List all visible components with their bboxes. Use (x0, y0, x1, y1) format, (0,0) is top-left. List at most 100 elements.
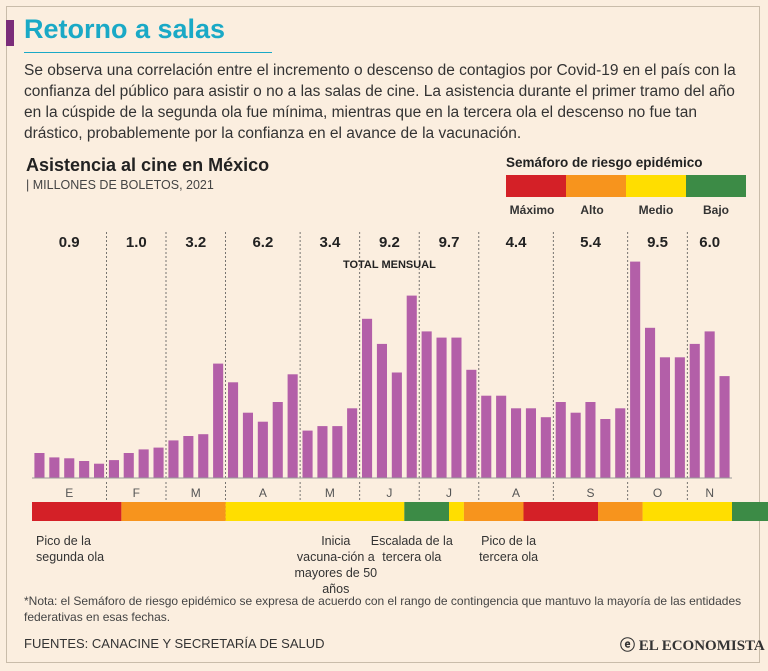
annotation-label: Inicia vacuna-ción a mayores de 50 años (294, 534, 377, 596)
month-axis-label: E (65, 486, 73, 500)
weekly-bar (376, 343, 387, 478)
weekly-bar (317, 426, 328, 478)
weekly-bar (362, 318, 373, 478)
chart-title: Asistencia al cine en México (26, 155, 270, 175)
weekly-bar (302, 430, 313, 478)
weekly-bar (659, 357, 670, 478)
sources-line: FUENTES: CANACINE Y SECRETARÍA DE SALUD (24, 636, 325, 651)
legend-swatch-alto (566, 175, 626, 197)
month-axis-label: N (705, 486, 714, 500)
weekly-bar (49, 457, 60, 478)
annotation-line: Pico de la (36, 534, 91, 548)
weekly-bar (570, 412, 581, 478)
month-total-label: 6.0 (699, 234, 720, 251)
annotation-line: Inicia (321, 534, 350, 548)
legend-swatch-bajo (686, 175, 746, 197)
month-axis-label: S (586, 486, 594, 500)
annotation-line: tercera ola (382, 550, 441, 564)
title-underline (24, 52, 272, 53)
weekly-bar (198, 434, 209, 478)
month-axis-label: J (446, 486, 452, 500)
risk-strip-segment (225, 502, 405, 521)
month-total-label: 9.2 (379, 234, 400, 251)
weekly-bar (496, 395, 507, 478)
weekly-bar (108, 460, 119, 478)
weekly-bar (406, 295, 417, 478)
risk-strip-segment (732, 502, 768, 521)
weekly-bar (481, 395, 492, 478)
risk-strip-segment (121, 502, 226, 521)
annotation-line: tercera ola (479, 550, 538, 564)
annotation-label: Pico de la tercera ola (479, 534, 538, 564)
month-axis-label: J (386, 486, 392, 500)
weekly-bar (287, 374, 298, 478)
weekly-bar (272, 402, 283, 478)
legend-swatch-medio (626, 175, 686, 197)
weekly-bar (689, 343, 700, 478)
month-total-label: 6.2 (252, 234, 273, 251)
weekly-bar (645, 327, 656, 478)
weekly-bar (228, 382, 239, 478)
month-total-label: 9.5 (647, 234, 668, 251)
weekly-bar (540, 417, 551, 478)
weekly-bar (79, 461, 90, 478)
infographic-frame (6, 6, 760, 663)
brand-name: EL ECONOMISTA (638, 638, 765, 654)
weekly-bar (123, 453, 134, 478)
annotation-label: Escalada de la tercera ola (371, 534, 453, 564)
weekly-bar (213, 363, 224, 478)
weekly-bar (600, 419, 611, 478)
weekly-bar (615, 408, 626, 478)
brand-mark-icon: ⓔ (620, 638, 636, 654)
brand-logo: ⓔ EL ECONOMISTA (620, 634, 765, 655)
weekly-bar (719, 376, 730, 478)
legend-label-maximo: Máximo (509, 203, 555, 217)
risk-strip-segment (642, 502, 732, 521)
legend-color-bar (506, 175, 746, 197)
weekly-bar (391, 372, 402, 478)
weekly-bar (704, 331, 715, 478)
weekly-bar (257, 421, 268, 478)
month-total-label: 3.2 (185, 234, 206, 251)
annotation-label: Pico de la segunda ola (36, 534, 104, 564)
weekly-bar (525, 408, 536, 478)
title-accent-bar (6, 20, 14, 46)
page-title: Retorno a salas (24, 14, 226, 44)
risk-strip-segment (32, 502, 122, 521)
annotation-line: Pico de la (481, 534, 536, 548)
risk-strip-segment (463, 502, 524, 521)
risk-strip-segment (404, 502, 449, 521)
month-axis-label: F (133, 486, 140, 500)
risk-strip-segment (523, 502, 598, 521)
chart-subtitle: | MILLONES DE BOLETOS, 2021 (26, 178, 214, 192)
weekly-bar (94, 463, 105, 478)
weekly-bar (451, 337, 462, 478)
weekly-bar (64, 458, 75, 478)
weekly-bar (168, 440, 179, 478)
annotation-line: Escalada de la (371, 534, 453, 548)
weekly-bar (511, 408, 522, 478)
chart-subtitle-text: MILLONES DE BOLETOS, 2021 (32, 178, 214, 192)
month-axis-label: O (653, 486, 662, 500)
legend-label-alto: Alto (580, 203, 604, 217)
weekly-bar (332, 426, 343, 478)
legend-label-bajo: Bajo (702, 203, 729, 217)
weekly-bar (555, 402, 566, 478)
weekly-bar (34, 453, 45, 478)
risk-strip-segment (598, 502, 643, 521)
risk-strip-segment (449, 502, 464, 521)
legend-swatch-maximo (506, 175, 566, 197)
weekly-bar (242, 412, 253, 478)
month-total-label: 4.4 (506, 234, 528, 251)
weekly-bar (153, 447, 164, 478)
month-total-label: 9.7 (439, 234, 460, 251)
legend-title: Semáforo de riesgo epidémico (506, 155, 703, 170)
month-total-label: 1.0 (126, 234, 147, 251)
month-axis-label: M (191, 486, 201, 500)
weekly-bar (466, 369, 477, 478)
annotation-line: vacuna-ción a (297, 550, 375, 564)
month-axis-label: M (325, 486, 335, 500)
weekly-bar (138, 449, 149, 478)
month-total-label: 3.4 (319, 234, 341, 251)
attendance-chart: 0.9 E 1.0 F 3.2 M 6.2 A 3.4 M 9.2 J 9.7 J 4.4 A 5.4 S 9.5 O… (32, 232, 768, 596)
